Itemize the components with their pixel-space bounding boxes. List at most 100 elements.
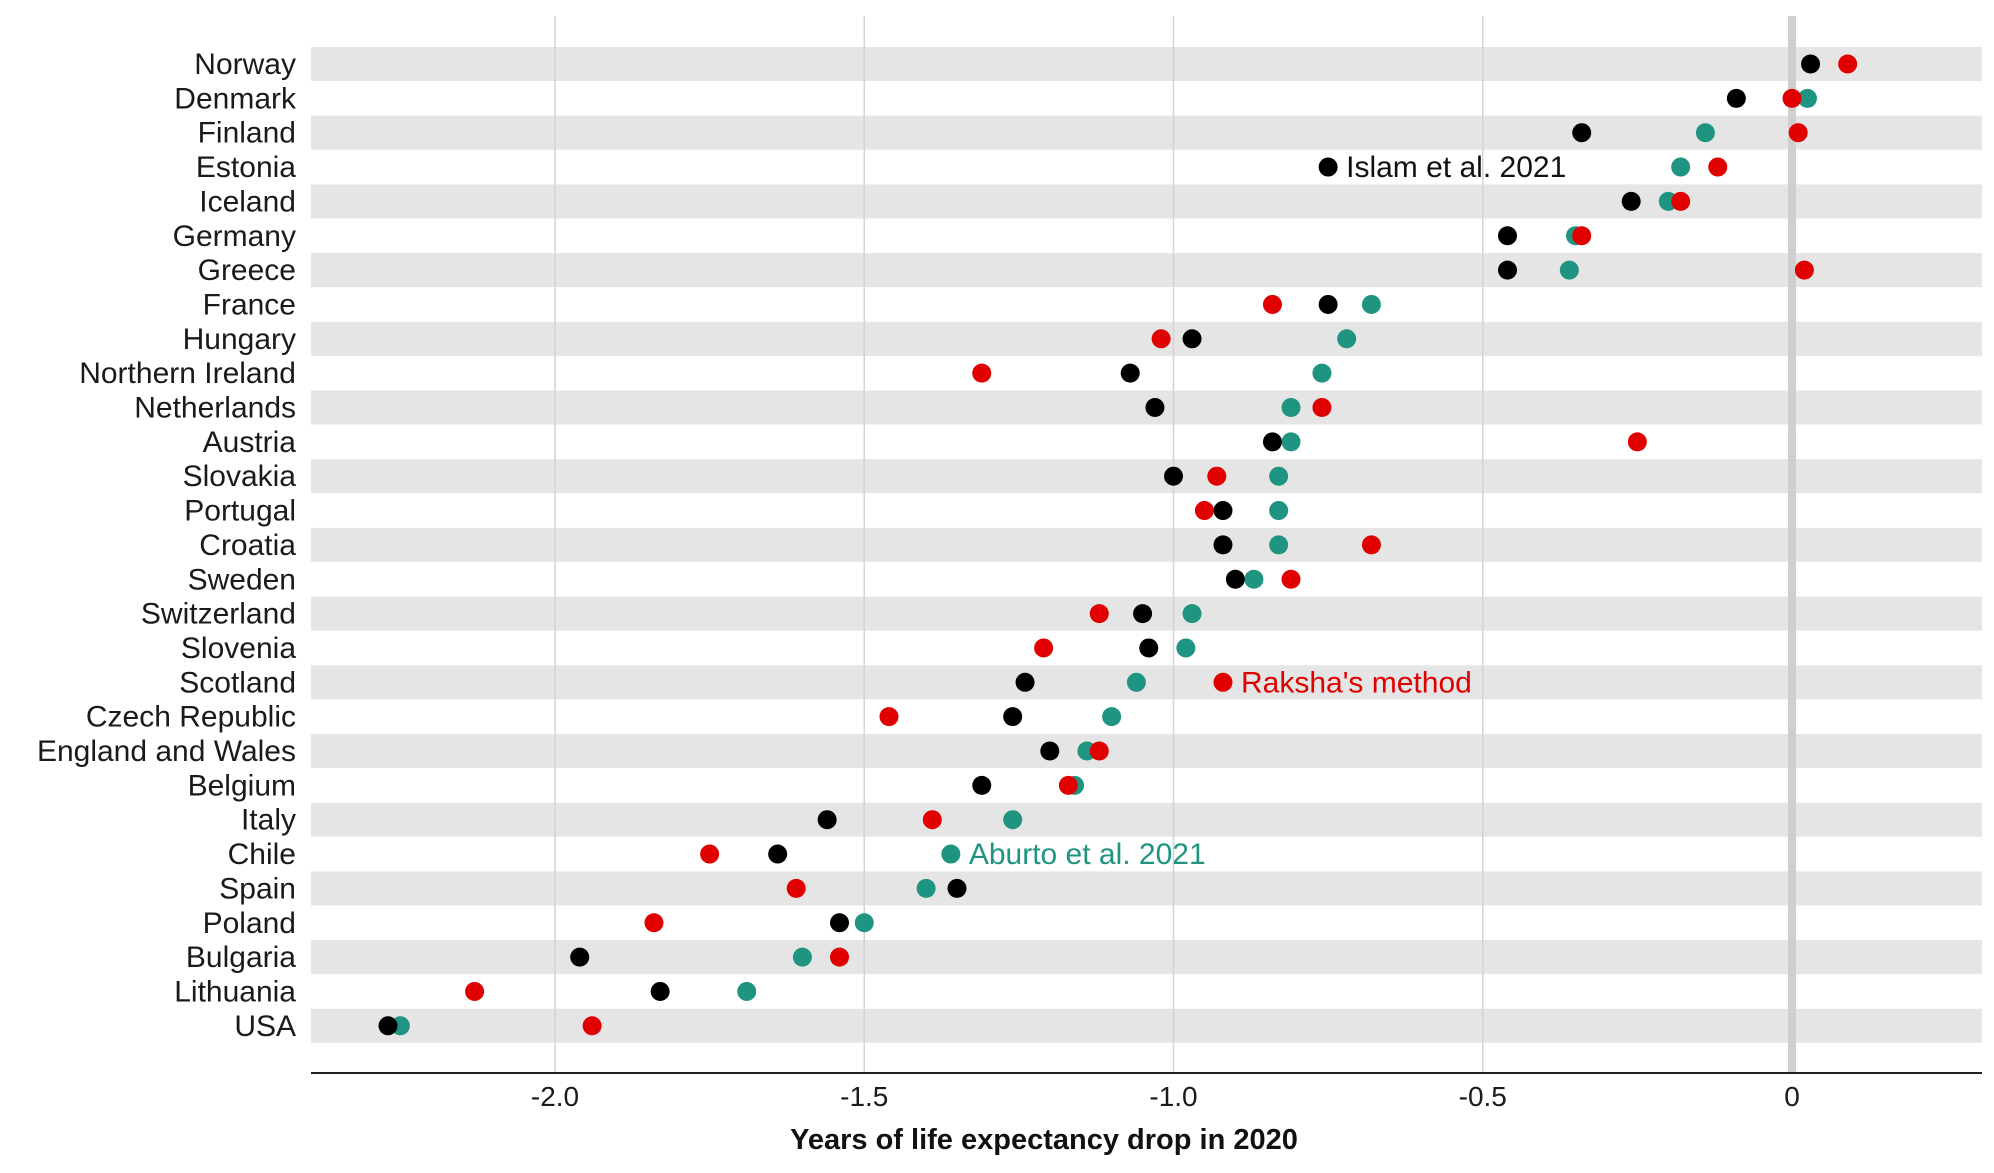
data-point [1213, 501, 1233, 521]
data-point [1794, 260, 1814, 280]
data-point [378, 1016, 398, 1036]
data-point [1213, 672, 1233, 692]
data-point [1262, 432, 1282, 452]
country-labels: NorwayDenmarkFinlandEstoniaIcelandGerman… [37, 48, 297, 1043]
row-band [311, 665, 1982, 700]
data-point [1708, 157, 1728, 177]
data-point [700, 844, 720, 864]
data-point [1671, 157, 1691, 177]
data-point [1361, 535, 1381, 555]
data-point [947, 878, 967, 898]
country-label: England and Wales [37, 735, 296, 768]
data-point [1318, 157, 1338, 177]
country-label: USA [234, 1010, 296, 1043]
country-label: Bulgaria [186, 941, 296, 974]
country-label: Iceland [199, 185, 296, 218]
country-label: Chile [228, 838, 296, 871]
data-point [1213, 535, 1233, 555]
data-point [1164, 466, 1183, 486]
data-point [1139, 638, 1159, 658]
x-tick-label: -2.0 [531, 1081, 579, 1112]
data-point [465, 981, 485, 1001]
data-point [1034, 638, 1054, 658]
series-annotations: Islam et al. 2021 Raksha's method Aburto e… [969, 151, 1566, 871]
country-label: France [203, 288, 296, 321]
series-annotation: Aburto et al. 2021 [969, 838, 1206, 871]
data-point [1572, 123, 1592, 143]
data-point [1782, 88, 1802, 108]
data-point [582, 1016, 602, 1036]
gridlines [554, 16, 1796, 1073]
country-label: Norway [194, 48, 296, 81]
data-point [1182, 604, 1202, 624]
data-point [1318, 294, 1338, 314]
row-band [311, 527, 1982, 562]
country-label: Estonia [196, 151, 296, 184]
data-point [1269, 501, 1289, 521]
series-annotation: Raksha's method [1241, 666, 1472, 699]
data-point [1194, 501, 1214, 521]
row-band [311, 802, 1982, 837]
row-band [311, 253, 1982, 288]
country-label: Czech Republic [86, 701, 296, 734]
data-point [1627, 432, 1647, 452]
country-label: Belgium [188, 769, 296, 802]
data-point [1133, 604, 1153, 624]
row-band [311, 1008, 1982, 1043]
row-band [311, 47, 1982, 81]
data-point [1797, 88, 1817, 108]
data-point [1102, 707, 1122, 727]
data-point [786, 878, 806, 898]
data-point [1040, 741, 1060, 761]
x-tick-label: 0 [1784, 1081, 1800, 1112]
data-point [1207, 466, 1227, 486]
data-point [768, 844, 788, 864]
row-band [311, 184, 1982, 219]
data-point [941, 844, 961, 864]
data-point [972, 775, 992, 795]
data-point [1176, 638, 1196, 658]
data-point [1225, 569, 1245, 589]
data-point [1281, 569, 1301, 589]
data-point [737, 981, 757, 1001]
country-label: Germany [173, 220, 296, 253]
country-label: Finland [198, 117, 296, 150]
row-band [311, 459, 1982, 494]
country-label: Northern Ireland [79, 357, 296, 390]
data-point [1312, 398, 1332, 417]
data-point [1151, 329, 1171, 349]
data-point [1726, 88, 1746, 108]
country-label: Greece [198, 254, 296, 287]
country-label: Croatia [199, 529, 296, 562]
country-label: Spain [219, 872, 296, 905]
x-tick-label: -1.0 [1149, 1081, 1197, 1112]
data-point [972, 363, 992, 383]
data-point [1145, 398, 1165, 417]
data-point [1621, 191, 1641, 211]
country-label: Portugal [184, 495, 296, 528]
series-annotation: Islam et al. 2021 [1346, 151, 1566, 184]
data-point [1497, 226, 1517, 246]
country-label: Lithuania [174, 975, 296, 1008]
row-bands [311, 47, 1982, 1043]
data-point [830, 913, 850, 933]
data-point [1058, 775, 1078, 795]
row-band [311, 940, 1982, 975]
data-point [817, 810, 837, 830]
row-band [311, 871, 1982, 906]
country-label: Sweden [188, 563, 296, 596]
data-point [879, 707, 899, 727]
row-band [311, 734, 1982, 768]
country-label: Slovenia [181, 632, 296, 665]
data-point [1244, 569, 1264, 589]
data-point [916, 878, 936, 898]
data-point [792, 947, 812, 967]
data-point [1281, 432, 1301, 452]
data-point [1337, 329, 1357, 349]
data-point [1182, 329, 1202, 349]
x-axis-title: Years of life expectancy drop in 2020 [790, 1124, 1298, 1156]
data-point [1671, 191, 1691, 211]
country-label: Hungary [183, 323, 296, 356]
data-point [1559, 260, 1579, 280]
